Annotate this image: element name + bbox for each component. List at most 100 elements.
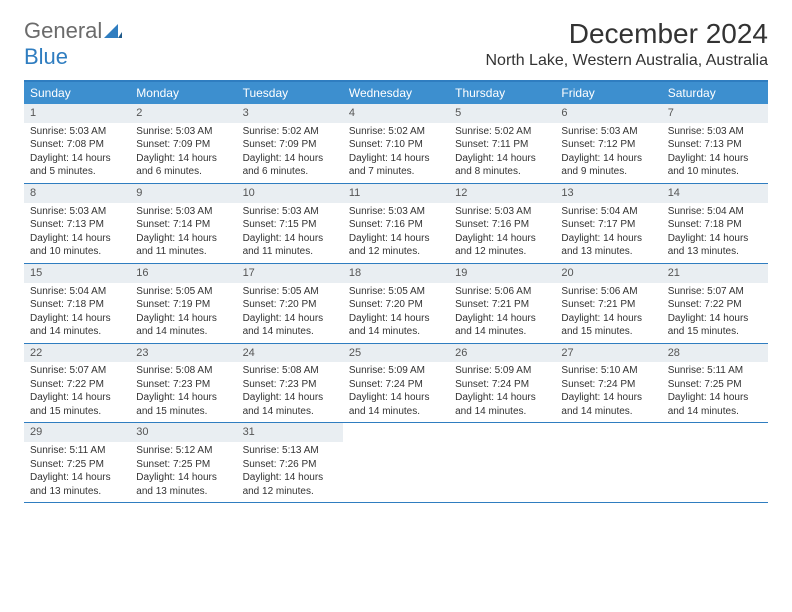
day-body: Sunrise: 5:05 AMSunset: 7:20 PMDaylight:… [343, 283, 449, 343]
day-cell: 24Sunrise: 5:08 AMSunset: 7:23 PMDayligh… [237, 344, 343, 423]
daylight-line: Daylight: 14 hours and 15 minutes. [561, 312, 655, 339]
day-number: 12 [449, 184, 555, 203]
daylight-line: Daylight: 14 hours and 10 minutes. [30, 232, 124, 259]
day-number: 7 [662, 104, 768, 123]
day-cell: 12Sunrise: 5:03 AMSunset: 7:16 PMDayligh… [449, 184, 555, 263]
day-body: Sunrise: 5:03 AMSunset: 7:13 PMDaylight:… [24, 203, 130, 263]
day-body: Sunrise: 5:04 AMSunset: 7:17 PMDaylight:… [555, 203, 661, 263]
daylight-line: Daylight: 14 hours and 15 minutes. [30, 391, 124, 418]
day-number: 26 [449, 344, 555, 363]
sunrise-line: Sunrise: 5:05 AM [136, 285, 230, 299]
day-body: Sunrise: 5:02 AMSunset: 7:10 PMDaylight:… [343, 123, 449, 183]
daylight-line: Daylight: 14 hours and 14 minutes. [561, 391, 655, 418]
sunset-line: Sunset: 7:24 PM [561, 378, 655, 392]
sunrise-line: Sunrise: 5:02 AM [243, 125, 337, 139]
sunset-line: Sunset: 7:09 PM [136, 138, 230, 152]
daylight-line: Daylight: 14 hours and 14 minutes. [136, 312, 230, 339]
sunrise-line: Sunrise: 5:05 AM [349, 285, 443, 299]
sunrise-line: Sunrise: 5:07 AM [30, 364, 124, 378]
day-body: Sunrise: 5:05 AMSunset: 7:19 PMDaylight:… [130, 283, 236, 343]
sunset-line: Sunset: 7:16 PM [349, 218, 443, 232]
day-body: Sunrise: 5:13 AMSunset: 7:26 PMDaylight:… [237, 442, 343, 502]
daylight-line: Daylight: 14 hours and 14 minutes. [349, 391, 443, 418]
day-number: 4 [343, 104, 449, 123]
logo-text-blue: Blue [24, 44, 68, 69]
sunset-line: Sunset: 7:24 PM [455, 378, 549, 392]
day-number: 2 [130, 104, 236, 123]
week-row: 22Sunrise: 5:07 AMSunset: 7:22 PMDayligh… [24, 344, 768, 424]
daylight-line: Daylight: 14 hours and 14 minutes. [668, 391, 762, 418]
sunrise-line: Sunrise: 5:08 AM [243, 364, 337, 378]
day-cell: 8Sunrise: 5:03 AMSunset: 7:13 PMDaylight… [24, 184, 130, 263]
sunset-line: Sunset: 7:22 PM [30, 378, 124, 392]
day-body: Sunrise: 5:08 AMSunset: 7:23 PMDaylight:… [130, 362, 236, 422]
day-cell: 6Sunrise: 5:03 AMSunset: 7:12 PMDaylight… [555, 104, 661, 183]
daylight-line: Daylight: 14 hours and 14 minutes. [455, 312, 549, 339]
day-body: Sunrise: 5:09 AMSunset: 7:24 PMDaylight:… [343, 362, 449, 422]
sunset-line: Sunset: 7:23 PM [136, 378, 230, 392]
day-cell: 31Sunrise: 5:13 AMSunset: 7:26 PMDayligh… [237, 423, 343, 502]
sunset-line: Sunset: 7:21 PM [455, 298, 549, 312]
sunrise-line: Sunrise: 5:03 AM [349, 205, 443, 219]
day-cell: 16Sunrise: 5:05 AMSunset: 7:19 PMDayligh… [130, 264, 236, 343]
sunset-line: Sunset: 7:09 PM [243, 138, 337, 152]
day-cell: 30Sunrise: 5:12 AMSunset: 7:25 PMDayligh… [130, 423, 236, 502]
sunset-line: Sunset: 7:26 PM [243, 458, 337, 472]
sunrise-line: Sunrise: 5:12 AM [136, 444, 230, 458]
logo: General Blue [24, 18, 122, 70]
sunrise-line: Sunrise: 5:09 AM [455, 364, 549, 378]
sunrise-line: Sunrise: 5:09 AM [349, 364, 443, 378]
daylight-line: Daylight: 14 hours and 14 minutes. [243, 391, 337, 418]
daylight-line: Daylight: 14 hours and 13 minutes. [30, 471, 124, 498]
day-header: Thursday [449, 82, 555, 104]
day-cell: 3Sunrise: 5:02 AMSunset: 7:09 PMDaylight… [237, 104, 343, 183]
calendar: SundayMondayTuesdayWednesdayThursdayFrid… [24, 80, 768, 503]
day-number: 28 [662, 344, 768, 363]
sunrise-line: Sunrise: 5:02 AM [349, 125, 443, 139]
sunset-line: Sunset: 7:25 PM [668, 378, 762, 392]
sunrise-line: Sunrise: 5:03 AM [243, 205, 337, 219]
logo-text-general: General [24, 18, 102, 43]
day-header: Sunday [24, 82, 130, 104]
day-body: Sunrise: 5:07 AMSunset: 7:22 PMDaylight:… [24, 362, 130, 422]
day-cell: 4Sunrise: 5:02 AMSunset: 7:10 PMDaylight… [343, 104, 449, 183]
day-body: Sunrise: 5:02 AMSunset: 7:09 PMDaylight:… [237, 123, 343, 183]
day-body: Sunrise: 5:04 AMSunset: 7:18 PMDaylight:… [662, 203, 768, 263]
day-cell: 11Sunrise: 5:03 AMSunset: 7:16 PMDayligh… [343, 184, 449, 263]
sunrise-line: Sunrise: 5:13 AM [243, 444, 337, 458]
sunset-line: Sunset: 7:15 PM [243, 218, 337, 232]
month-title: December 2024 [485, 18, 768, 50]
day-cell: 18Sunrise: 5:05 AMSunset: 7:20 PMDayligh… [343, 264, 449, 343]
daylight-line: Daylight: 14 hours and 15 minutes. [136, 391, 230, 418]
day-cell: 26Sunrise: 5:09 AMSunset: 7:24 PMDayligh… [449, 344, 555, 423]
day-body: Sunrise: 5:06 AMSunset: 7:21 PMDaylight:… [555, 283, 661, 343]
day-number: 20 [555, 264, 661, 283]
sunset-line: Sunset: 7:23 PM [243, 378, 337, 392]
sunrise-line: Sunrise: 5:03 AM [455, 205, 549, 219]
day-body: Sunrise: 5:11 AMSunset: 7:25 PMDaylight:… [662, 362, 768, 422]
sunset-line: Sunset: 7:13 PM [668, 138, 762, 152]
day-number: 23 [130, 344, 236, 363]
daylight-line: Daylight: 14 hours and 6 minutes. [136, 152, 230, 179]
sunrise-line: Sunrise: 5:11 AM [668, 364, 762, 378]
day-cell: 27Sunrise: 5:10 AMSunset: 7:24 PMDayligh… [555, 344, 661, 423]
title-block: December 2024 North Lake, Western Austra… [485, 18, 768, 76]
day-header: Wednesday [343, 82, 449, 104]
day-cell: 9Sunrise: 5:03 AMSunset: 7:14 PMDaylight… [130, 184, 236, 263]
daylight-line: Daylight: 14 hours and 14 minutes. [243, 312, 337, 339]
day-cell: 29Sunrise: 5:11 AMSunset: 7:25 PMDayligh… [24, 423, 130, 502]
sunset-line: Sunset: 7:18 PM [30, 298, 124, 312]
sunrise-line: Sunrise: 5:03 AM [668, 125, 762, 139]
week-row: 15Sunrise: 5:04 AMSunset: 7:18 PMDayligh… [24, 264, 768, 344]
sunrise-line: Sunrise: 5:06 AM [561, 285, 655, 299]
sunrise-line: Sunrise: 5:08 AM [136, 364, 230, 378]
location-text: North Lake, Western Australia, Australia [485, 52, 768, 70]
day-cell: 25Sunrise: 5:09 AMSunset: 7:24 PMDayligh… [343, 344, 449, 423]
day-number: 29 [24, 423, 130, 442]
sunset-line: Sunset: 7:16 PM [455, 218, 549, 232]
week-row: 1Sunrise: 5:03 AMSunset: 7:08 PMDaylight… [24, 104, 768, 184]
sunset-line: Sunset: 7:17 PM [561, 218, 655, 232]
day-number: 22 [24, 344, 130, 363]
day-cell: 28Sunrise: 5:11 AMSunset: 7:25 PMDayligh… [662, 344, 768, 423]
sunset-line: Sunset: 7:21 PM [561, 298, 655, 312]
